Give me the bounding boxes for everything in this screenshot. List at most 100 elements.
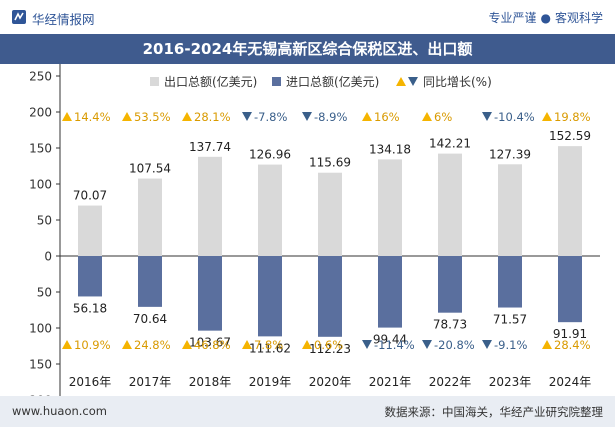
import-growth-label: 0.6% (314, 338, 343, 352)
slogan: 专业严谨 ● 客观科学 (488, 9, 603, 26)
import-growth-label: 46.8% (194, 338, 231, 352)
export-growth-up-icon (122, 112, 132, 121)
x-tick-label: 2022年 (429, 375, 472, 389)
footer-source: 数据来源：中国海关，华经产业研究院整理 (384, 405, 604, 419)
export-bar (138, 178, 162, 256)
logo-icon (12, 10, 26, 24)
export-value-label: 107.54 (129, 162, 171, 176)
import-growth-up-icon (542, 340, 552, 349)
export-growth-up-icon (62, 112, 72, 121)
import-bar (138, 256, 162, 307)
export-value-label: 134.18 (369, 142, 411, 156)
import-bar (558, 256, 582, 323)
y-tick-label: 200 (29, 394, 52, 397)
export-growth-down-icon (242, 112, 252, 121)
y-tick-label: 50 (37, 214, 52, 228)
export-bar (558, 146, 582, 256)
import-value-label: 111.62 (249, 341, 291, 355)
x-tick-label: 2023年 (489, 375, 532, 389)
import-bar (498, 256, 522, 308)
export-value-label: 152.59 (549, 129, 591, 143)
footer: www.huaon.com 数据来源：中国海关，华经产业研究院整理 (0, 396, 615, 427)
legend-swatch (150, 77, 159, 86)
export-growth-down-icon (302, 112, 312, 121)
export-growth-label: -8.9% (314, 110, 347, 124)
legend-label: 同比增长(%) (423, 75, 492, 89)
legend-label: 出口总额(亿美元) (164, 74, 257, 89)
import-growth-down-icon (482, 340, 492, 349)
y-tick-label: 200 (29, 106, 52, 120)
y-tick-label: 150 (29, 142, 52, 156)
import-bar (318, 256, 342, 337)
export-value-label: 70.07 (73, 189, 107, 203)
footer-url: www.huaon.com (12, 404, 107, 418)
import-bar (198, 256, 222, 331)
export-bar (378, 159, 402, 256)
import-growth-label: -20.8% (434, 338, 475, 352)
import-bar (438, 256, 462, 313)
x-tick-label: 2019年 (249, 375, 292, 389)
y-tick-label: 50 (37, 286, 52, 300)
export-bar (498, 164, 522, 256)
import-growth-up-icon (62, 340, 72, 349)
chart-title: 2016-2024年无锡高新区综合保税区进、出口额 (142, 40, 473, 58)
brand-name: 华经情报网 (32, 12, 95, 27)
import-value-label: 91.91 (553, 327, 587, 341)
import-value-label: 70.64 (133, 312, 167, 326)
export-value-label: 127.39 (489, 147, 531, 161)
export-bar (438, 153, 462, 256)
slogan-right: 客观科学 (554, 11, 603, 25)
export-growth-up-icon (422, 112, 432, 121)
export-growth-label: 14.4% (74, 110, 111, 124)
export-growth-label: 16% (374, 110, 400, 124)
bars (78, 146, 582, 337)
export-bar (258, 164, 282, 256)
x-tick-label: 2024年 (549, 375, 592, 389)
legend-swatch (272, 77, 281, 86)
x-tick-label: 2018年 (189, 375, 232, 389)
import-growth-label: 24.8% (134, 338, 171, 352)
import-growth-up-icon (122, 340, 132, 349)
slogan-left: 专业严谨 (488, 11, 537, 25)
import-value-label: 71.57 (493, 313, 527, 327)
export-bar (318, 172, 342, 256)
import-growth-up-icon (182, 340, 192, 349)
data-labels: 70.07 56.18 107.54 70.64 137.74 103.67 126.96 1… (73, 129, 591, 356)
export-growth-label: 6% (434, 110, 452, 124)
import-bar (378, 256, 402, 328)
top-bar: 华经情报网 专业严谨 ● 客观科学 (0, 0, 615, 34)
legend-label: 进口总额(亿美元) (286, 74, 379, 89)
import-growth-label: -11.4% (374, 338, 415, 352)
export-growth-label: 28.1% (194, 110, 231, 124)
export-bar (198, 156, 222, 256)
export-growth-up-icon (362, 112, 372, 121)
export-growth-up-icon (542, 112, 552, 121)
chart-area: 出口总额(亿美元)进口总额(亿美元)同比增长(%) 30025020015010… (29, 64, 600, 397)
import-growth-up-icon (242, 340, 252, 349)
export-value-label: 126.96 (249, 148, 291, 162)
legend-down-icon (408, 77, 418, 86)
legend-up-icon (396, 77, 406, 86)
import-growth-label: 10.9% (74, 338, 111, 352)
import-value-label: 56.18 (73, 301, 107, 315)
growth-labels: 14.4% 10.9% 53.5% 24.8% 28.1% 46.8% -7.8% 7.8% -… (62, 110, 591, 352)
x-tick-label: 2016年 (69, 375, 112, 389)
export-growth-label: -10.4% (494, 110, 535, 124)
import-value-label: 78.73 (433, 318, 467, 332)
import-growth-down-icon (362, 340, 372, 349)
import-value-label: 103.67 (189, 336, 231, 350)
x-tick-label: 2020年 (309, 375, 352, 389)
x-axis: 2016年 2017年 2018年 2019年 2020年 2021年 2022年 2023年… (69, 375, 592, 389)
x-tick-label: 2017年 (129, 375, 172, 389)
y-tick-label: 250 (29, 70, 52, 84)
import-growth-label: 7.8% (254, 338, 283, 352)
export-growth-up-icon (182, 112, 192, 121)
y-tick-label: 150 (29, 358, 52, 372)
legend: 出口总额(亿美元) 进口总额(亿美元) 同比增长(%) (150, 74, 492, 89)
export-growth-down-icon (482, 112, 492, 121)
import-bar (258, 256, 282, 337)
import-growth-label: 28.4% (554, 338, 591, 352)
export-value-label: 115.69 (309, 156, 351, 170)
export-value-label: 142.21 (429, 137, 471, 151)
export-growth-label: 19.8% (554, 110, 591, 124)
